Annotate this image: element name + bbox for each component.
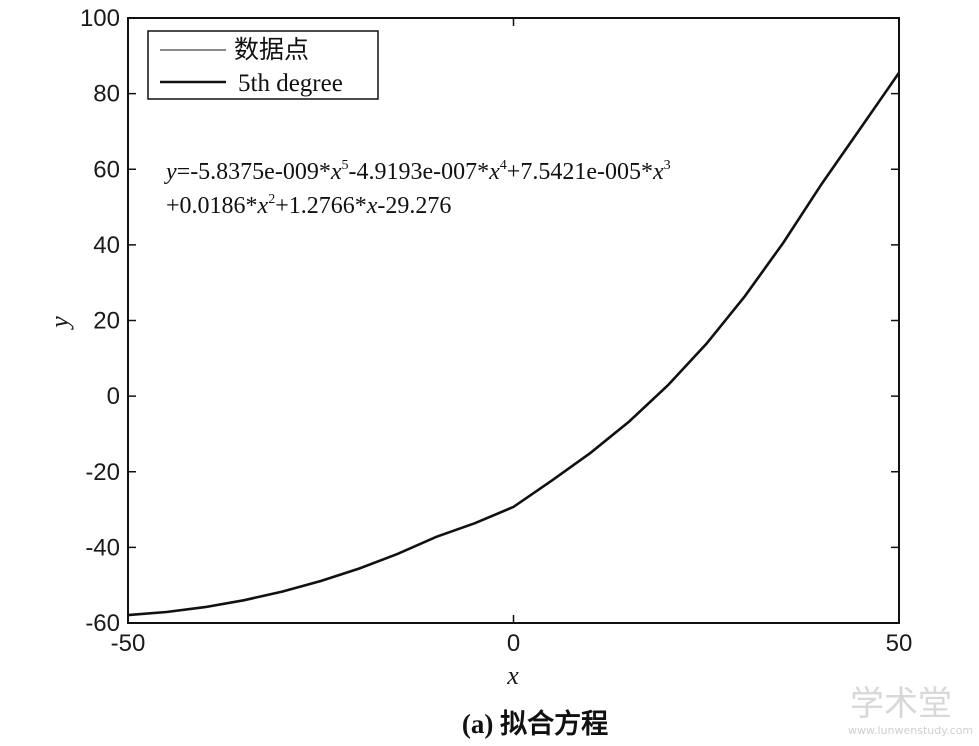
x-tick-label-0: -50 bbox=[111, 630, 146, 657]
y-tick-label-0: -60 bbox=[85, 610, 120, 637]
eq2-x2: x bbox=[257, 193, 269, 219]
eq1-p5: 5 bbox=[341, 158, 348, 173]
eq1-p3: 3 bbox=[664, 158, 671, 173]
figure-caption: (a) 拟合方程 bbox=[462, 708, 608, 739]
plot-frame bbox=[127, 17, 900, 624]
y-tick-label-1: -40 bbox=[85, 534, 120, 561]
eq1-c5: =-5.8375e-009* bbox=[177, 159, 331, 185]
eq1-c4: -4.9193e-007* bbox=[348, 159, 489, 185]
y-axis-label: y bbox=[45, 316, 74, 331]
eq2-p2: 2 bbox=[268, 192, 275, 207]
eq1-c3: +7.5421e-005* bbox=[507, 159, 653, 185]
y-tick-label-7: 80 bbox=[93, 81, 120, 108]
legend-label-5th-degree: 5th degree bbox=[238, 70, 343, 97]
eq1-y: y bbox=[164, 159, 177, 185]
watermark-logo: 学术堂 bbox=[850, 684, 952, 724]
series-line-5th-degree bbox=[127, 72, 901, 617]
eq1-x3: x bbox=[652, 159, 664, 185]
equation-line-2: +0.0186*x2+1.2766*x-29.276 bbox=[166, 192, 451, 219]
eq1-p4: 4 bbox=[500, 158, 507, 173]
equation-line-1: y=-5.8375e-009*x5-4.9193e-007*x4+7.5421e… bbox=[164, 158, 671, 185]
legend-box bbox=[147, 30, 379, 100]
x-tick-label-2: 50 bbox=[886, 630, 913, 657]
eq1-x4: x bbox=[488, 159, 500, 185]
y-tick-label-3: 0 bbox=[107, 383, 120, 410]
eq2-c1: +1.2766* bbox=[275, 193, 367, 219]
watermark-url: www.lunwenstudy.com bbox=[848, 724, 973, 737]
legend-label-data-points: 数据点 bbox=[234, 36, 309, 64]
tick-labels: -50 0 50 -60 -40 -20 0 20 40 60 80 100 bbox=[80, 5, 912, 657]
eq2-c0: -29.276 bbox=[377, 193, 451, 219]
eq2-c2: +0.0186* bbox=[166, 193, 258, 219]
y-tick-label-6: 60 bbox=[93, 156, 120, 183]
x-axis-label: x bbox=[506, 661, 519, 690]
eq2-x1: x bbox=[366, 193, 378, 219]
axis-ticks bbox=[127, 17, 900, 624]
y-tick-label-5: 40 bbox=[93, 232, 120, 259]
y-tick-label-2: -20 bbox=[85, 459, 120, 486]
y-tick-label-8: 100 bbox=[80, 5, 120, 32]
legend: 数据点 5th degree bbox=[147, 30, 379, 100]
eq1-x5: x bbox=[330, 159, 342, 185]
y-tick-label-4: 20 bbox=[93, 308, 120, 335]
x-tick-label-1: 0 bbox=[507, 630, 520, 657]
